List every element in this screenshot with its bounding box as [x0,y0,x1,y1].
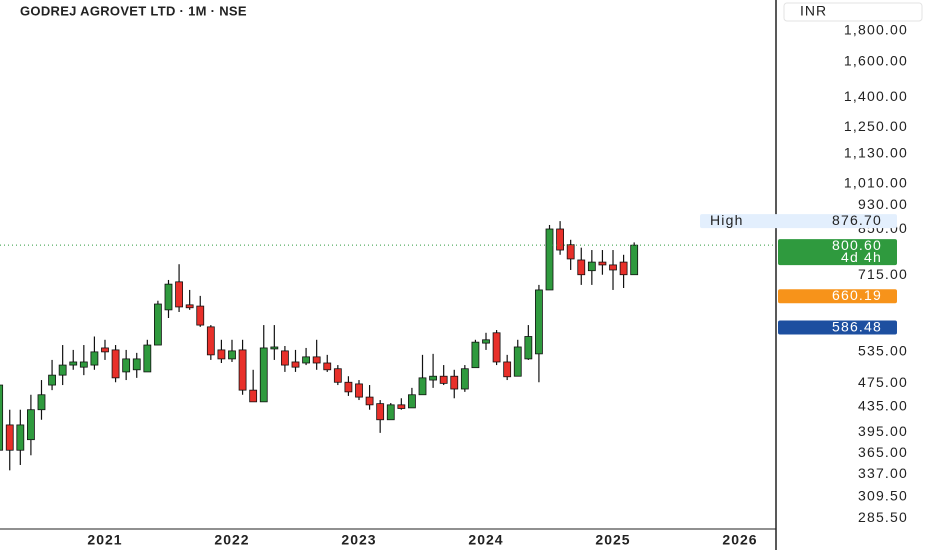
y-tick-label: 1,010.00 [844,174,908,190]
x-tick-label: 2021 [87,532,122,548]
y-tick-label: 1,400.00 [844,88,908,104]
candle-body [27,409,35,441]
y-tick-label: 435.00 [858,397,908,413]
candle-body [429,375,437,381]
candle-body [619,261,628,276]
candle-body [355,383,363,398]
candle-body [228,350,236,360]
candle-body [344,381,353,393]
currency-box [783,2,923,22]
candle-body [587,261,596,272]
x-tick-label: 2025 [595,532,630,548]
candle-body [101,347,109,353]
candle-body [0,384,4,451]
candle-body [16,424,25,451]
y-tick-label: 1,800.00 [844,21,908,37]
y-tick-label: 930.00 [858,196,908,212]
y-tick-label: 1,600.00 [844,53,908,69]
price-marker-value: 660.19 [832,287,882,303]
candle-body [69,361,78,366]
candle-body [90,351,99,366]
candle-body [154,303,162,346]
candle-body [249,389,258,403]
y-tick-label: 337.00 [858,465,908,481]
price-marker-box [778,239,897,266]
candle-body [302,356,310,364]
candle-body [164,283,173,311]
price-marker-name: High [710,212,744,228]
candle-body [333,368,342,383]
candle-body [196,305,205,326]
candle-body [312,356,321,364]
candle-body [48,374,56,386]
y-tick-label: 535.00 [858,343,908,359]
candle-body [365,396,374,406]
candle-body [37,394,46,411]
candle-body [450,375,459,390]
candle-body [259,347,268,403]
candle-body [556,228,564,251]
y-tick-label: 395.00 [858,423,908,439]
candle-body [566,244,575,260]
candle-body [482,339,490,344]
x-tick-label: 2026 [722,532,757,548]
candle-body [471,341,480,369]
chart-title: GODREJ AGROVET LTD · 1M · NSE [20,3,247,18]
candle-body [122,358,131,373]
candle-body [535,289,543,355]
candle-body [217,349,226,360]
candle-body [513,346,522,377]
candle-body [609,264,617,271]
candle-body [397,404,406,409]
y-tick-label: 1,250.00 [844,118,908,134]
y-tick-label: 309.50 [858,487,908,503]
candle-body [376,403,385,421]
candle-body [132,358,141,371]
candle-body [270,346,279,350]
y-tick-label: 365.00 [858,444,908,460]
price-marker-box [700,214,897,229]
price-marker-countdown: 4d 4h [841,249,882,265]
candle-body [630,244,639,276]
candle-body [577,259,586,276]
candle-body [5,424,14,451]
y-tick-label: 285.50 [858,509,908,525]
candle-body [418,377,427,396]
candle-body [143,344,152,373]
price-marker-box [778,289,897,304]
y-tick-label: 1,130.00 [844,145,908,161]
candle-body [111,349,120,379]
candle-body [460,368,469,390]
candle-body [323,362,332,371]
candle-body [503,361,512,378]
price-marker-value: 586.48 [832,318,882,334]
candle-body [408,394,416,409]
candle-body [175,281,183,308]
x-tick-label: 2022 [214,532,249,548]
candle-body [492,332,501,363]
x-tick-label: 2023 [341,532,376,548]
candle-body [58,364,67,376]
candle-body [598,261,607,266]
currency: INR [800,3,827,19]
price-marker-value: 800.60 [832,237,882,253]
candle-body [439,375,448,384]
candle-body [545,228,554,291]
y-tick-label: 715.00 [858,266,908,282]
price-marker-box [778,320,897,335]
y-tick-label: 475.00 [858,374,908,390]
candle-body [524,336,533,360]
price-marker-value: 876.70 [832,212,882,228]
candle-body [79,361,88,368]
candle-body [185,304,194,309]
candle-body [238,349,247,391]
candle-body [386,404,395,421]
candle-body [281,350,289,366]
x-tick-label: 2024 [468,532,503,548]
candle-body [206,326,215,356]
candle-body [291,361,300,368]
